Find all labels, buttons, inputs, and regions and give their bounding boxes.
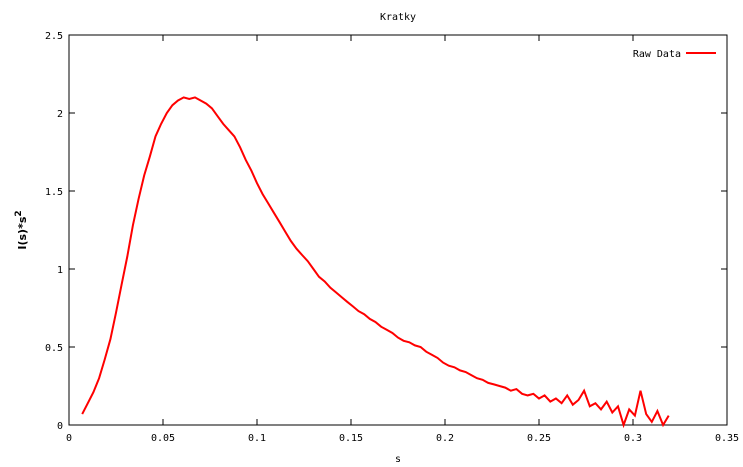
y-tick-label: 0 — [57, 421, 63, 432]
y-tick-label: 1.5 — [45, 187, 63, 198]
x-tick-label: 0.3 — [624, 433, 642, 444]
y-tick-label: 0.5 — [45, 343, 63, 354]
x-tick-label: 0.15 — [339, 433, 363, 444]
x-axis-ticks: 0 0.05 0.1 0.15 0.2 0.25 0.3 0.35 — [66, 35, 739, 444]
chart-title: Kratky — [380, 12, 416, 23]
y-tick-label: 2.5 — [45, 31, 63, 42]
series-line-0 — [81, 96, 670, 429]
x-tick-label: 0.25 — [527, 433, 551, 444]
x-tick-label: 0.35 — [715, 433, 739, 444]
y-axis-label: I(s)*s2 — [14, 210, 29, 249]
y-axis-ticks: 0 0.5 1 1.5 2 2.5 — [45, 31, 727, 432]
y-tick-label: 1 — [57, 265, 63, 276]
plot-area-frame — [68, 34, 728, 426]
x-tick-label: 0.05 — [151, 433, 175, 444]
legend-entry-label: Raw Data — [633, 49, 681, 60]
x-tick-label: 0.1 — [248, 433, 266, 444]
y-axis-label-main: I(s)*s — [16, 216, 29, 249]
x-tick-label: 0 — [66, 433, 72, 444]
x-tick-label: 0.2 — [436, 433, 454, 444]
y-tick-label: 2 — [57, 109, 63, 120]
x-axis-label: s — [395, 454, 401, 465]
series-layer — [81, 96, 670, 429]
y-axis-label-superscript: 2 — [14, 210, 24, 216]
legend: Raw Data — [633, 49, 716, 60]
